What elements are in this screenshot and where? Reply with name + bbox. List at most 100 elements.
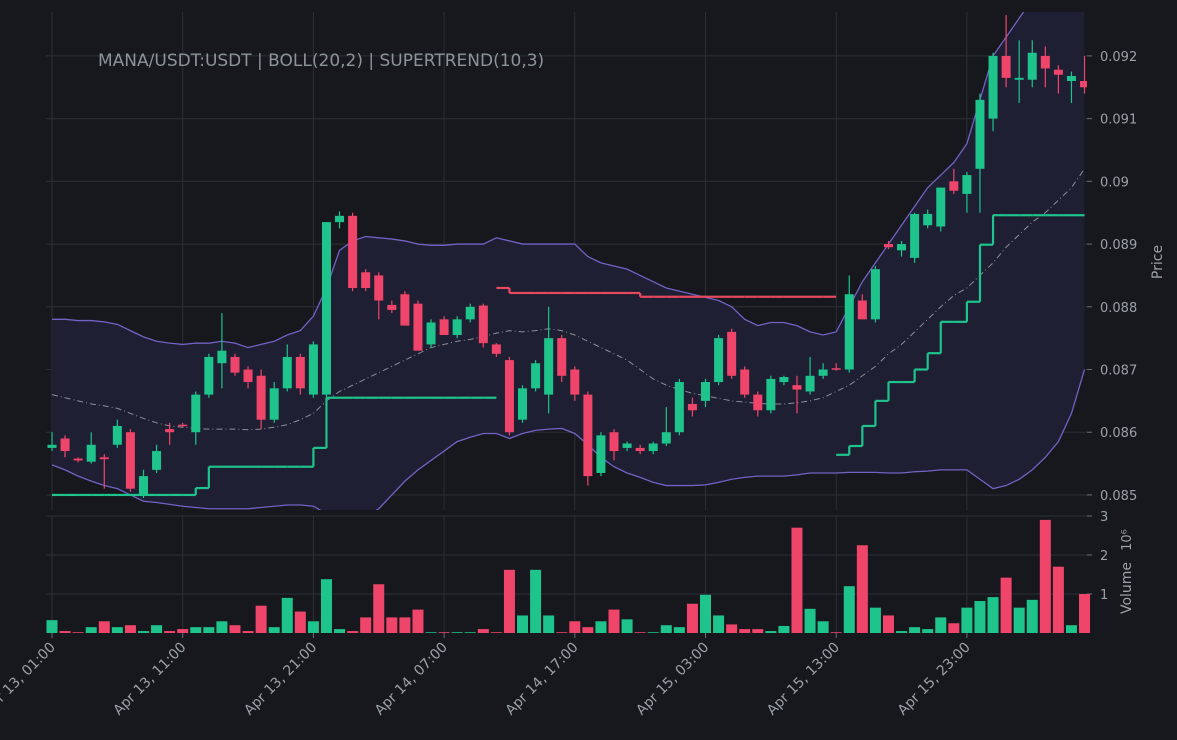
volume-bar	[673, 627, 685, 633]
candle-body	[374, 275, 384, 301]
candle-body	[727, 331, 737, 376]
candle-body	[256, 375, 266, 420]
candle-body	[779, 377, 789, 383]
volume-bar	[85, 627, 97, 633]
volume-bar	[1079, 594, 1091, 633]
volume-tick-label: 2	[1100, 549, 1108, 564]
candle-body	[1053, 69, 1063, 75]
candle-body	[583, 394, 593, 477]
volume-bar	[137, 631, 149, 633]
y-tick-label: 0.091	[1100, 113, 1137, 128]
candle-body	[73, 458, 83, 461]
volume-bar	[1013, 607, 1025, 633]
candle-body	[635, 447, 645, 452]
volume-bar	[948, 623, 960, 633]
candle-body	[740, 369, 750, 395]
bollinger-lower	[51, 369, 1086, 510]
volume-bar	[817, 621, 829, 633]
candle-body	[557, 338, 567, 376]
volume-bar	[882, 615, 894, 633]
volume-bar	[59, 631, 71, 633]
volume-bar	[974, 601, 986, 633]
x-tick-label: Apr 13, 01:00	[0, 640, 59, 719]
volume-bar	[294, 611, 306, 633]
volume-bar	[700, 594, 711, 633]
y-tick-label: 0.085	[1100, 489, 1137, 504]
volume-bar	[556, 632, 568, 633]
candle-body	[844, 294, 854, 370]
volume-bar	[203, 627, 215, 633]
volume-bar	[517, 615, 529, 633]
candle-body	[452, 319, 462, 336]
volume-bar	[1026, 599, 1038, 633]
volume-bar	[1052, 566, 1064, 633]
candle-body	[674, 382, 684, 433]
candle-body	[191, 394, 201, 433]
candle-body	[1066, 75, 1076, 81]
y-tick-label: 0.089	[1100, 238, 1137, 253]
candle-body	[518, 388, 528, 420]
candle-body	[1080, 80, 1087, 88]
volume-bar	[72, 632, 84, 633]
volume-bar	[503, 569, 515, 633]
volume-bar	[686, 603, 698, 633]
volume-bar	[347, 631, 359, 633]
volume-bar	[935, 617, 947, 633]
candle-body	[531, 363, 541, 389]
candle-body	[47, 444, 57, 448]
candle-body	[857, 300, 867, 320]
price-panel	[47, 12, 1087, 510]
volume-axis-label: Volume	[1119, 562, 1135, 614]
candle-body	[387, 304, 397, 310]
volume-bar	[909, 627, 921, 633]
y-tick-label: 0.088	[1100, 301, 1137, 316]
candle-body	[478, 305, 488, 344]
candle-body	[596, 435, 606, 473]
candle-body	[609, 432, 619, 452]
volume-bar	[111, 627, 123, 633]
candle-body	[138, 476, 148, 495]
volume-bar	[334, 629, 346, 633]
bollinger-upper	[52, 12, 1025, 349]
volume-bar	[869, 607, 881, 633]
volume-bar	[464, 632, 476, 633]
volume-bar	[856, 545, 868, 633]
volume-bar	[726, 624, 738, 633]
candle-body	[295, 356, 305, 389]
candle-body	[818, 369, 828, 376]
volume-bar	[961, 607, 973, 633]
x-tick-label: Apr 15, 03:00	[633, 640, 712, 719]
volume-bar	[843, 586, 855, 633]
candle-body	[687, 404, 697, 411]
volume-bar	[386, 617, 398, 633]
volume-bar	[1039, 519, 1051, 633]
candle-body	[60, 438, 70, 452]
volume-bar	[425, 632, 437, 633]
volume-bar	[791, 527, 803, 633]
candle-body	[622, 443, 632, 448]
x-tick-label: Apr 13, 21:00	[241, 640, 320, 719]
volume-tick-label: 3	[1100, 510, 1108, 525]
candle-body	[910, 213, 920, 258]
candle-body	[243, 369, 253, 383]
volume-bar	[399, 617, 411, 633]
candle-body	[648, 443, 658, 452]
volume-bar	[477, 629, 489, 633]
y-tick-label: 0.086	[1100, 426, 1137, 441]
volume-bar	[360, 617, 372, 633]
candle-body	[348, 215, 358, 288]
volume-bar	[660, 625, 672, 633]
volume-bar	[242, 631, 254, 633]
candle-body	[308, 344, 318, 395]
volume-bar	[647, 632, 659, 633]
volume-bar	[451, 632, 463, 633]
volume-bar	[281, 597, 293, 633]
volume-offset-label: 10⁶	[1120, 529, 1135, 551]
candle-body	[465, 306, 475, 320]
candle-body	[439, 319, 449, 336]
volume-bar	[307, 621, 319, 633]
volume-bar	[490, 632, 502, 633]
candle-body	[1027, 52, 1037, 80]
candle-body	[491, 344, 501, 354]
volume-bar	[765, 631, 777, 633]
